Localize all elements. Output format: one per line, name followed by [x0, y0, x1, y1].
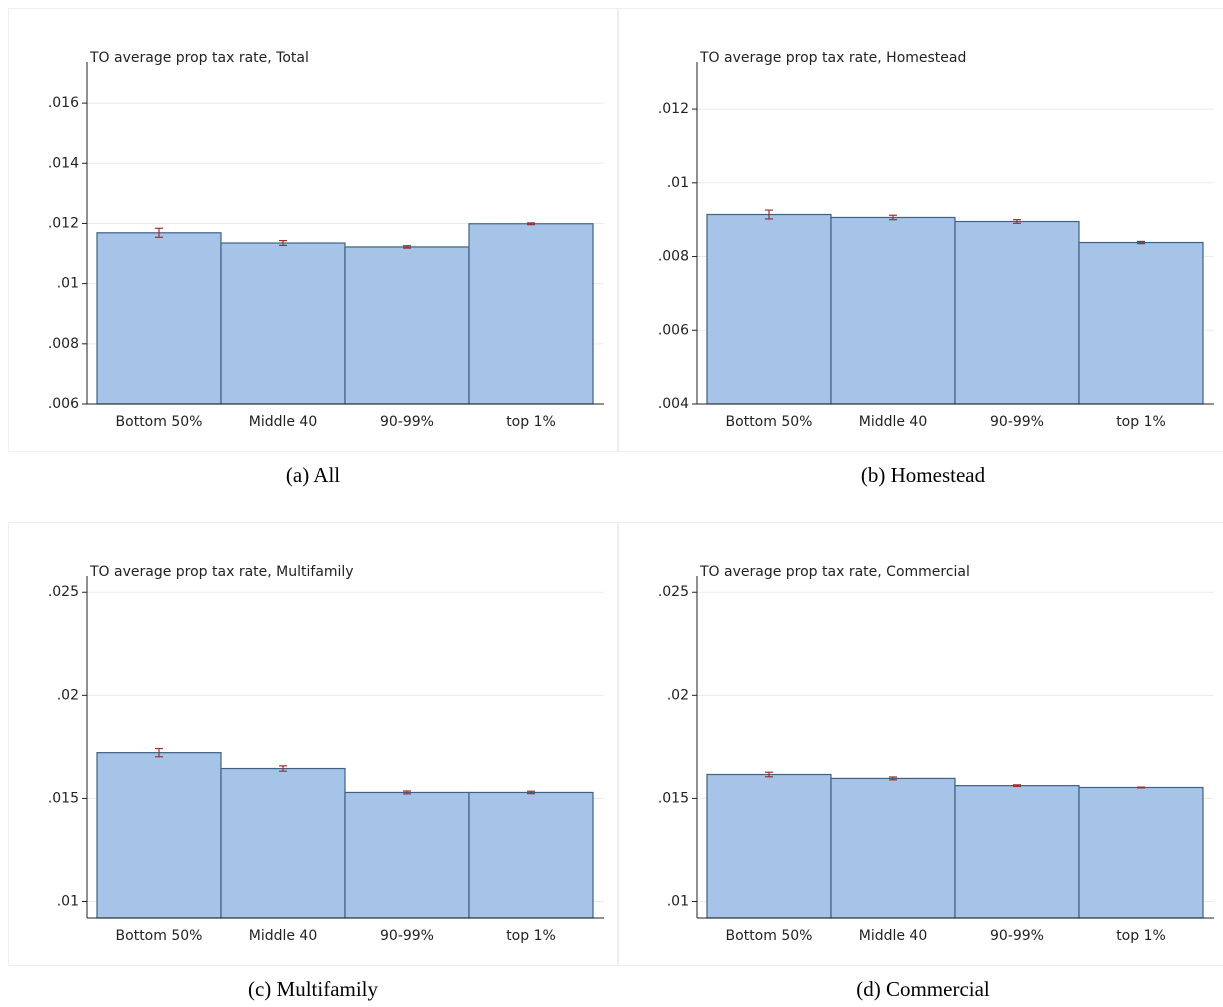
- x-tick-label: Middle 40: [249, 414, 318, 430]
- y-tick-label: .008: [48, 336, 79, 352]
- y-tick-label: .004: [658, 396, 689, 412]
- panel-frame: [618, 8, 1223, 452]
- bar: [468, 223, 594, 405]
- panel: TO average prop tax rate, Total (a) All .0…: [8, 8, 618, 487]
- caption: (a) All: [286, 463, 340, 487]
- y-tick-label: .025: [48, 584, 79, 600]
- y-tick-label: .01: [57, 276, 79, 292]
- x-tick-label: top 1%: [1116, 928, 1166, 944]
- error-bar: [527, 790, 535, 795]
- x-tick-label: Bottom 50%: [116, 928, 203, 944]
- x-tick-label: Middle 40: [859, 928, 928, 944]
- x-tick-label: 90-99%: [990, 414, 1044, 430]
- chart-title: TO average prop tax rate, Multifamily: [89, 564, 354, 580]
- caption: (d) Commercial: [856, 977, 990, 1001]
- error-bar: [403, 245, 411, 249]
- error-bar: [279, 765, 287, 772]
- bar: [830, 777, 956, 919]
- bar: [1078, 241, 1204, 405]
- error-bar: [1137, 240, 1145, 245]
- panel: TO average prop tax rate, Homestead (b) H…: [618, 8, 1223, 487]
- y-tick-label: .006: [658, 322, 689, 338]
- error-bar: [155, 227, 163, 238]
- y-tick-label: .02: [57, 687, 79, 703]
- bar: [706, 773, 832, 919]
- bar: [220, 767, 346, 919]
- bar: [468, 791, 594, 919]
- x-tick-label: Bottom 50%: [726, 928, 813, 944]
- error-bar: [1013, 219, 1021, 224]
- caption: (c) Multifamily: [248, 977, 379, 1001]
- error-bar: [155, 747, 163, 758]
- x-tick-label: 90-99%: [990, 928, 1044, 944]
- bar: [1078, 786, 1204, 919]
- x-tick-label: Middle 40: [249, 928, 318, 944]
- error-bar: [403, 790, 411, 795]
- panel-frame: [618, 522, 1223, 966]
- bar: [344, 791, 470, 919]
- y-tick-label: .01: [667, 175, 689, 191]
- y-tick-label: .025: [658, 584, 689, 600]
- panel: TO average prop tax rate, Commercial (d) …: [618, 522, 1223, 1001]
- x-tick-label: Bottom 50%: [726, 414, 813, 430]
- chart-title: TO average prop tax rate, Commercial: [699, 564, 970, 580]
- error-bar: [765, 209, 773, 220]
- caption: (b) Homestead: [861, 463, 986, 487]
- error-bar: [1013, 784, 1021, 788]
- y-tick-label: .02: [667, 687, 689, 703]
- x-tick-label: Bottom 50%: [116, 414, 203, 430]
- panel-frame: [8, 8, 618, 452]
- error-bar: [279, 240, 287, 247]
- y-tick-label: .01: [57, 894, 79, 910]
- y-tick-label: .016: [48, 95, 79, 111]
- y-tick-label: .014: [48, 155, 79, 171]
- x-tick-label: top 1%: [506, 414, 556, 430]
- bar: [954, 785, 1080, 919]
- bar: [954, 220, 1080, 405]
- y-tick-label: .008: [658, 249, 689, 265]
- x-tick-label: 90-99%: [380, 414, 434, 430]
- error-bar: [889, 776, 897, 781]
- y-tick-label: .012: [658, 101, 689, 117]
- bar: [96, 752, 222, 919]
- bar: [96, 232, 222, 405]
- error-bar: [765, 771, 773, 778]
- y-tick-label: .01: [667, 894, 689, 910]
- x-tick-label: 90-99%: [380, 928, 434, 944]
- y-tick-label: .015: [658, 790, 689, 806]
- panel: TO average prop tax rate, Multifamily (c)…: [8, 522, 618, 1001]
- x-tick-label: top 1%: [1116, 414, 1166, 430]
- chart-title: TO average prop tax rate, Total: [89, 50, 309, 66]
- bar: [220, 242, 346, 405]
- y-tick-label: .015: [48, 790, 79, 806]
- x-tick-label: top 1%: [506, 928, 556, 944]
- y-tick-label: .012: [48, 215, 79, 231]
- chart-title: TO average prop tax rate, Homestead: [699, 50, 966, 66]
- error-bar: [889, 214, 897, 221]
- bar: [830, 216, 956, 405]
- error-bar: [527, 222, 535, 226]
- error-bar: [1137, 786, 1145, 789]
- bar: [344, 246, 470, 405]
- bar: [706, 213, 832, 405]
- x-tick-label: Middle 40: [859, 414, 928, 430]
- panel-frame: [8, 522, 618, 966]
- y-tick-label: .006: [48, 396, 79, 412]
